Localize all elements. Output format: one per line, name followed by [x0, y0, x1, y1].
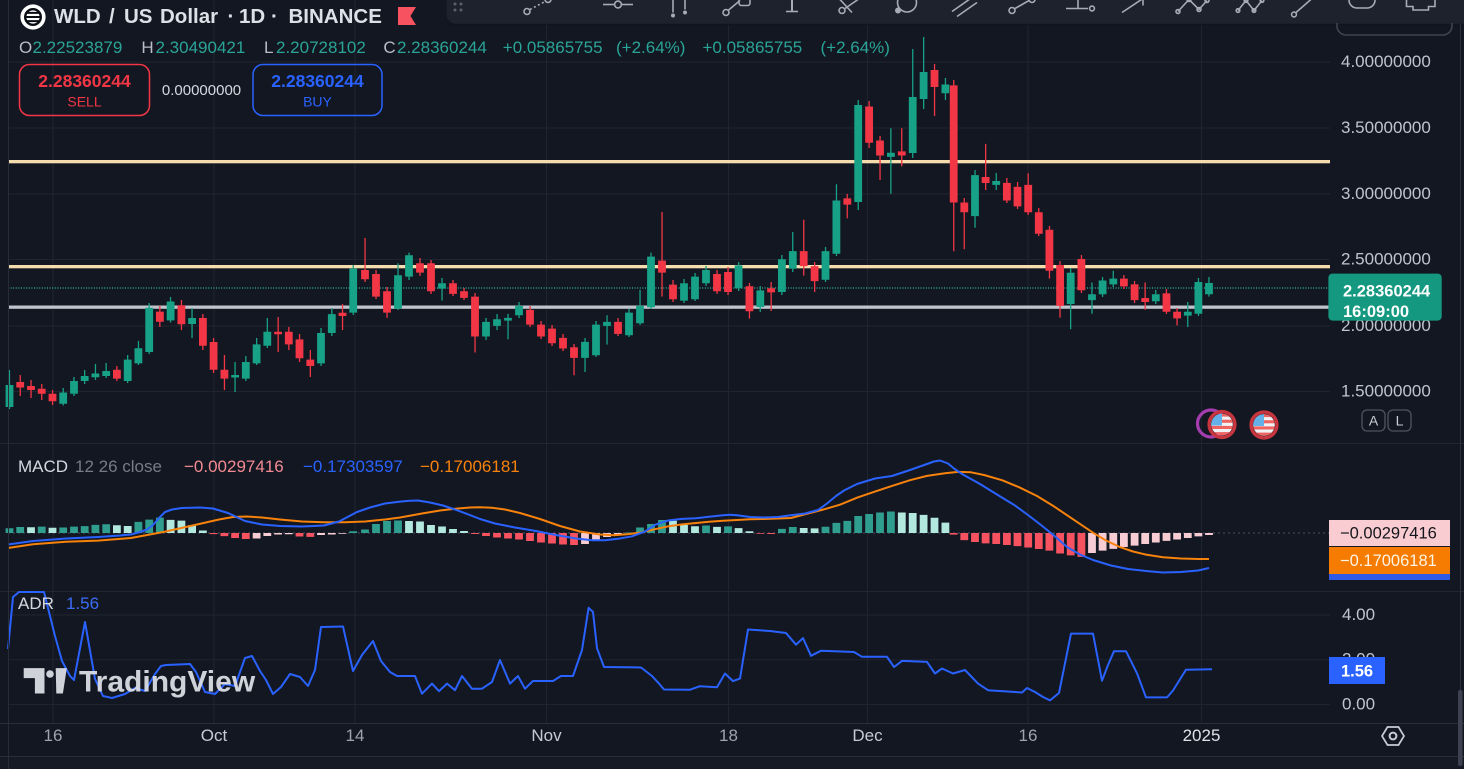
svg-text:TradingView: TradingView: [79, 666, 256, 699]
svg-text:1.50000000: 1.50000000: [1341, 382, 1431, 401]
svg-text:A: A: [1369, 413, 1379, 429]
svg-text:L: L: [1396, 413, 1404, 429]
svg-text:2.28360244: 2.28360244: [271, 71, 364, 91]
svg-text:2.28360244: 2.28360244: [1343, 283, 1431, 301]
svg-text:BUY: BUY: [303, 94, 332, 110]
svg-text:0.00000000: 0.00000000: [162, 82, 241, 99]
svg-text:−0.00297416: −0.00297416: [1340, 525, 1437, 543]
svg-text:16:09:00: 16:09:00: [1343, 303, 1409, 321]
svg-text:1.56: 1.56: [1341, 663, 1373, 681]
svg-text:3.50000000: 3.50000000: [1341, 118, 1431, 137]
svg-text:2.50000000: 2.50000000: [1341, 250, 1431, 269]
svg-text:0.00: 0.00: [1342, 695, 1375, 714]
svg-text:4.00: 4.00: [1342, 605, 1375, 624]
svg-text:4.00000000: 4.00000000: [1341, 52, 1431, 71]
svg-text:2.28360244: 2.28360244: [38, 71, 131, 91]
svg-text:3.00000000: 3.00000000: [1341, 184, 1431, 203]
svg-text:−0.17006181: −0.17006181: [1340, 552, 1437, 570]
svg-text:SELL: SELL: [67, 94, 101, 110]
svg-text:2.00000000: 2.00000000: [1341, 316, 1431, 335]
